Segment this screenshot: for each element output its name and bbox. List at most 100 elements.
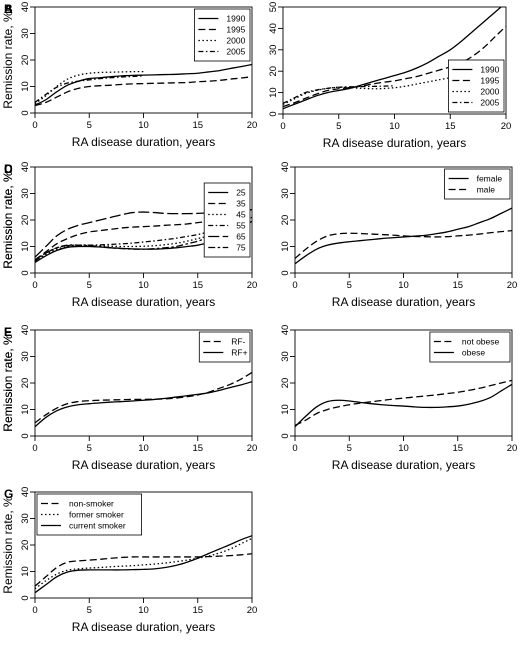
panel-f-x-tick-label: 0 xyxy=(292,443,297,454)
panel-b-y-tick-label: 20 xyxy=(268,66,279,77)
panel-c: C 0 5 10 15 20 0 10 20 30 40 RA disease duration, y… xyxy=(1,162,257,309)
panel-c-y-tick-label: 40 xyxy=(20,162,31,173)
panel-a-legend-label: 2000 xyxy=(226,36,245,46)
panel-c-legend-box xyxy=(203,182,251,258)
panel-a-x-tick-label: 15 xyxy=(192,120,203,131)
panel-d-y-tick-label: 10 xyxy=(280,241,291,252)
panel-c-legend-label: 35 xyxy=(236,199,246,209)
panel-d-letter: D xyxy=(4,162,13,176)
panel-c-legend-label: 75 xyxy=(236,243,246,253)
panel-b-y-tick-label: 40 xyxy=(268,23,279,34)
panel-a-series-1990 xyxy=(35,63,252,106)
panel-a-y-tick-label: 40 xyxy=(20,2,31,13)
panel-e-legend-label: RF+ xyxy=(231,348,247,358)
panel-e-series-rf- xyxy=(35,381,252,428)
panel-f-series-not-obese xyxy=(295,379,512,426)
panel-e-y-tick-label: 10 xyxy=(20,404,31,415)
panel-g: G 0 5 10 15 20 0 10 20 30 40 RA disease duration, y… xyxy=(1,487,257,634)
panel-b-legend-label: 1990 xyxy=(480,65,499,75)
panel-a-series-2000 xyxy=(35,70,144,105)
panel-c-legend-label: 25 xyxy=(236,188,246,198)
panel-c-x-axis-label: RA disease duration, years xyxy=(72,295,215,309)
panel-e-x-axis-label: RA disease duration, years xyxy=(72,458,215,472)
panel-c-series-75 xyxy=(35,216,252,261)
panel-b-legend-label: 2000 xyxy=(480,87,499,97)
panel-g-y-tick-label: 40 xyxy=(20,487,31,498)
panel-e-x-tick-label: 20 xyxy=(247,443,258,454)
panel-f: F 0 5 10 15 20 0 10 20 30 40 RA disease duration, y… xyxy=(1,325,517,472)
panel-e-x-tick-label: 15 xyxy=(192,443,203,454)
panel-a-series-1995 xyxy=(35,76,252,107)
panel-g-letter: G xyxy=(4,487,13,501)
panel-d-x-tick-label: 15 xyxy=(452,280,463,291)
panel-d-legend-label: female xyxy=(477,174,503,184)
panel-g-y-tick-label: 0 xyxy=(20,595,31,600)
panel-e-letter: E xyxy=(4,325,12,339)
panel-b-y-tick-label: 0 xyxy=(268,111,279,116)
panel-f-y-tick-label: 10 xyxy=(280,404,291,415)
panel-c-x-tick-label: 10 xyxy=(138,280,149,291)
panel-b-legend-label: 1995 xyxy=(480,76,499,86)
panel-e-legend-label: RF- xyxy=(231,337,245,347)
panel-e-x-tick-label: 10 xyxy=(138,443,149,454)
panel-b-y-tick-label: 30 xyxy=(268,45,279,56)
panel-b-legend-box xyxy=(447,59,505,113)
panel-d-y-tick-label: 0 xyxy=(280,270,291,275)
panel-c-x-tick-label: 5 xyxy=(87,280,92,291)
panel-e-legend: RF-RF+ xyxy=(198,331,251,363)
panel-e-y-tick-label: 30 xyxy=(20,351,31,362)
panel-d-legend-label: male xyxy=(477,185,496,195)
panel-g-x-axis-label: RA disease duration, years xyxy=(72,620,215,634)
panel-e-x-tick-label: 0 xyxy=(32,443,37,454)
panel-a-legend-label: 2005 xyxy=(226,47,245,57)
panel-a-x-tick-label: 0 xyxy=(32,120,37,131)
panel-d-y-tick-label: 20 xyxy=(280,215,291,226)
panel-g-x-tick-label: 10 xyxy=(138,605,149,616)
panel-d-x-tick-label: 20 xyxy=(507,280,518,291)
panel-a-y-tick-label: 30 xyxy=(20,28,31,39)
panel-c-legend-label: 45 xyxy=(236,210,246,220)
panel-b-y-tick-label: 10 xyxy=(268,87,279,98)
panel-c-letter: C xyxy=(4,162,13,176)
panel-a: A 0 5 10 15 20 0 10 20 30 40 RA disease duration, y… xyxy=(1,2,257,149)
panel-g-y-tick-label: 10 xyxy=(20,566,31,577)
panel-f-y-tick-label: 0 xyxy=(280,433,291,438)
panel-a-letter: A xyxy=(4,2,13,16)
panel-d-x-tick-label: 0 xyxy=(292,280,297,291)
panel-g-x-tick-label: 5 xyxy=(87,605,92,616)
panel-a-y-tick-label: 0 xyxy=(20,110,31,115)
panel-b-x-axis-label: RA disease duration, years xyxy=(323,136,466,150)
panel-g-x-tick-label: 0 xyxy=(32,605,37,616)
panel-d-x-tick-label: 10 xyxy=(398,280,409,291)
panel-c-x-tick-label: 15 xyxy=(192,280,203,291)
panel-f-y-tick-label: 20 xyxy=(280,378,291,389)
panel-c-x-tick-label: 0 xyxy=(32,280,37,291)
panel-c-y-tick-label: 0 xyxy=(20,270,31,275)
panel-d-y-tick-label: 30 xyxy=(280,188,291,199)
panel-f-y-tick-label: 30 xyxy=(280,351,291,362)
panel-g-legend-label: former smoker xyxy=(69,510,124,520)
panel-g-series-non-smoker xyxy=(35,553,252,587)
panel-g-x-tick-label: 20 xyxy=(247,605,258,616)
panel-f-x-tick-label: 20 xyxy=(507,443,518,454)
panel-b-x-tick-label: 20 xyxy=(501,121,512,132)
panel-a-legend-box xyxy=(193,8,251,62)
panel-a-y-tick-label: 10 xyxy=(20,81,31,92)
panel-b-series-1995 xyxy=(283,25,506,108)
panel-g-legend-label: current smoker xyxy=(69,521,126,531)
panel-a-legend-label: 1995 xyxy=(226,25,245,35)
panel-d: D 0 5 10 15 20 0 10 20 30 40 RA disease duration, y… xyxy=(1,162,517,309)
panel-c-legend-label: 65 xyxy=(236,232,246,242)
panel-c-legend-label: 55 xyxy=(236,221,246,231)
panel-a-y-axis-label: Remission rate, % xyxy=(1,11,15,109)
panel-g-y-axis-label: Remission rate, % xyxy=(1,496,15,594)
panel-b-legend-label: 2005 xyxy=(480,98,499,108)
panel-e-y-tick-label: 40 xyxy=(20,325,31,336)
panel-b-x-tick-label: 10 xyxy=(389,121,400,132)
panel-g-series-former-smoker xyxy=(35,537,252,590)
